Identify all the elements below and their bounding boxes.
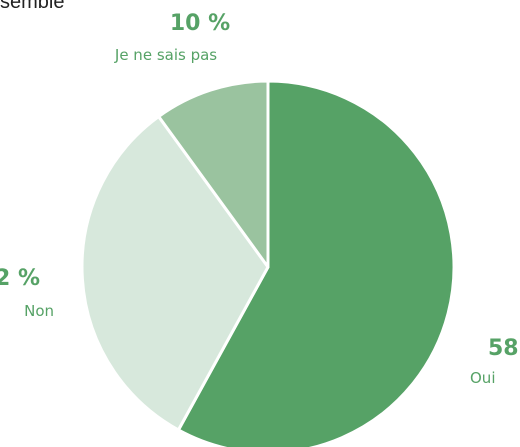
value-label-non: 32 % (0, 266, 40, 291)
pie-slice-oui (176, 79, 456, 447)
pie-slice-non (80, 115, 270, 432)
pie-labels: 58 % Oui 32 % Non 10 % Je ne sais pas (0, 11, 520, 387)
chart-title-fragment: semble (0, 0, 65, 13)
pie-slice-je-ne-sais-pas (157, 79, 270, 269)
category-label-non: Non (24, 302, 54, 320)
value-label-je-ne-sais-pas: 10 % (170, 11, 230, 36)
category-label-je-ne-sais-pas: Je ne sais pas (114, 46, 217, 64)
value-label-oui: 58 % (488, 336, 520, 361)
category-label-oui: Oui (470, 369, 495, 387)
pie-slices (80, 79, 456, 447)
